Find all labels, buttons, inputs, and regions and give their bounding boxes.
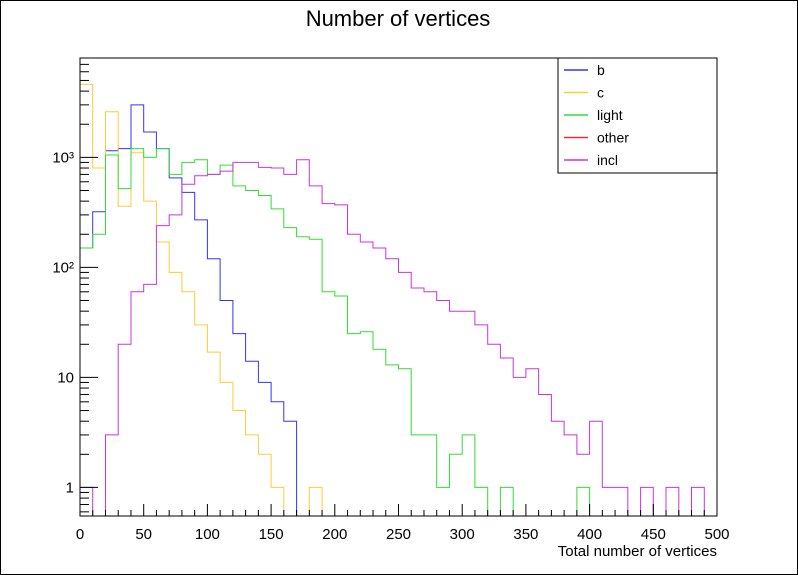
x-tick-label: 300 xyxy=(450,526,475,543)
x-tick-label: 500 xyxy=(704,526,729,543)
legend-label-light: light xyxy=(597,107,623,123)
legend-label-incl: incl xyxy=(597,152,618,168)
x-tick-label: 150 xyxy=(259,526,284,543)
x-tick-label: 250 xyxy=(386,526,411,543)
x-tick-label: 0 xyxy=(76,526,84,543)
y-tick-label: 10² xyxy=(52,259,74,276)
x-tick-label: 400 xyxy=(577,526,602,543)
y-tick-label: 1 xyxy=(66,479,74,496)
x-tick-label: 350 xyxy=(513,526,538,543)
y-tick-label: 10³ xyxy=(52,149,74,166)
x-tick-label: 100 xyxy=(195,526,220,543)
series-incl-line xyxy=(80,159,717,517)
legend-label-other: other xyxy=(597,130,629,146)
legend-label-c: c xyxy=(597,85,604,101)
chart-title: Number of vertices xyxy=(306,6,491,31)
legend-label-b: b xyxy=(597,62,605,78)
y-tick-label: 10 xyxy=(57,369,74,386)
x-tick-label: 200 xyxy=(322,526,347,543)
x-axis-label: Total number of vertices xyxy=(558,543,717,560)
x-tick-label: 50 xyxy=(135,526,152,543)
series-b-line xyxy=(80,104,348,517)
legend: bc light other incl xyxy=(557,57,718,174)
axes-layer: 0 50 100 150 200 250 300 350 400 450 500 1 10 10² 10³ xyxy=(52,63,730,543)
x-tick-label: 450 xyxy=(641,526,666,543)
